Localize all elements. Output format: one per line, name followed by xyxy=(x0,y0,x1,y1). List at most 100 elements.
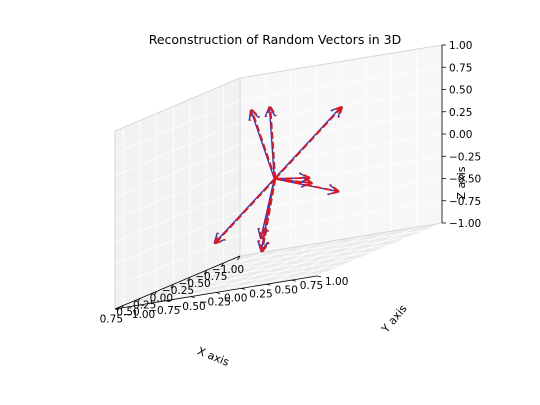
reconstructed-vector-arrow-head-right xyxy=(329,183,340,193)
grid-line-floor-y xyxy=(316,222,443,277)
reconstructed-vector-arrow-head-left xyxy=(258,227,263,240)
reconstructed-vector-arrow-head-left xyxy=(328,190,340,196)
original-vector-arrow-head-right xyxy=(248,109,252,121)
reconstructed-vector-arrow xyxy=(258,178,277,253)
grid-line-back-z xyxy=(239,111,443,146)
x-axis-line xyxy=(114,255,241,310)
original-vector-arrow-head-left xyxy=(257,240,262,253)
reconstructed-vector-arrow-head-left xyxy=(299,177,311,184)
grid-line-left-z xyxy=(114,99,241,154)
x-tick-mark xyxy=(137,298,141,303)
x-tick-label: −0.25 xyxy=(162,285,194,297)
grid-line-back-z xyxy=(239,89,443,123)
reconstructed-vector-arrow xyxy=(265,106,277,179)
reconstructed-vector-arrow-shaft xyxy=(250,109,277,180)
reconstructed-vector-arrow xyxy=(275,177,340,196)
grid-line-left-z xyxy=(114,188,241,243)
vector-arrows xyxy=(213,105,344,253)
y-tick-label: −1.00 xyxy=(123,309,155,321)
reconstructed-vector-arrow xyxy=(214,178,276,245)
z-tick-label: 1.00 xyxy=(449,40,472,52)
y-tick-label: 1.00 xyxy=(325,276,348,288)
pane-edge xyxy=(114,77,241,132)
y-tick-mark xyxy=(316,275,322,278)
reconstructed-vector-arrow-head-right xyxy=(302,176,314,184)
grid-line-left-z xyxy=(114,144,241,199)
y-tick-label: −0.50 xyxy=(174,301,206,313)
x-tick-mark xyxy=(187,276,191,282)
grid-line-floor-y xyxy=(266,230,392,285)
reconstructed-vector-arrow-shaft xyxy=(274,106,343,180)
reconstructed-vector-arrow-shaft xyxy=(261,178,277,253)
x-tick-label: 0.25 xyxy=(133,299,156,311)
x-tick-mark xyxy=(203,269,208,275)
reconstructed-vector-arrow-head-left xyxy=(214,232,220,244)
y-tick-mark xyxy=(241,287,246,290)
y-tick-label: 0.75 xyxy=(300,280,323,292)
reconstructed-vector-arrow xyxy=(249,109,277,180)
x-tick-mark xyxy=(120,305,124,310)
z-tick-label: −1.00 xyxy=(449,218,481,230)
reconstructed-vector-arrow-shaft xyxy=(214,178,276,245)
x-tick-label: 0.50 xyxy=(116,306,139,318)
y-tick-label: −0.25 xyxy=(199,297,231,309)
z-axis-label: Z axis xyxy=(455,166,468,199)
grid-line-floor-y xyxy=(291,226,417,281)
chart-title: Reconstruction of Random Vectors in 3D xyxy=(149,32,402,47)
grid-line-back-z xyxy=(239,66,443,101)
reconstructed-vector-arrow xyxy=(274,105,344,180)
reconstructed-vector-arrow-head-right xyxy=(265,106,272,118)
z-tick-label: 0.00 xyxy=(449,129,472,141)
x-tick-mark xyxy=(153,291,158,296)
reconstructed-vector-arrow-head-left xyxy=(258,240,264,253)
grid-line-left-z xyxy=(114,211,241,265)
y-tick-mark xyxy=(114,308,120,311)
z-tick-label: 0.50 xyxy=(449,85,472,97)
x-tick-mark xyxy=(237,255,241,261)
grid-line-floor-y xyxy=(241,235,367,289)
grid-line-left-z xyxy=(114,122,241,176)
z-tick-label: −0.25 xyxy=(449,151,481,163)
y-tick-mark xyxy=(291,279,296,282)
grid-line-floor-y xyxy=(165,247,291,302)
y-tick-mark xyxy=(215,292,221,294)
original-vector-arrow-shaft xyxy=(268,106,276,179)
reconstructed-vector-arrow-head-right xyxy=(299,172,311,179)
grid-line-floor-y xyxy=(215,239,342,293)
reconstructed-vector-arrow-shaft xyxy=(275,177,340,193)
x-tick-label: −0.75 xyxy=(195,271,227,283)
original-vector-arrow-head-left xyxy=(257,227,262,240)
x-tick-mark xyxy=(170,284,174,289)
original-vector-arrow-head-left xyxy=(213,232,218,244)
y-tick-mark xyxy=(266,283,271,286)
grid-line-back-z xyxy=(239,200,443,235)
grid-line-floor-y xyxy=(190,243,316,297)
pane-edge xyxy=(239,44,443,79)
x-tick-label: 0.75 xyxy=(100,313,123,325)
reconstructed-vector-arrow-head-left xyxy=(338,106,344,118)
z-tick-label: −0.75 xyxy=(449,196,481,208)
reconstructed-vector-arrow-shaft xyxy=(269,106,277,179)
y-tick-label: −0.75 xyxy=(148,305,180,317)
reconstructed-vector-arrow-head-left xyxy=(269,106,277,117)
z-tick-label: −0.50 xyxy=(449,174,481,186)
reconstructed-vector-arrow-head-left xyxy=(251,109,261,119)
reconstructed-vector-arrow-head-right xyxy=(249,109,253,121)
grid-line-left-z xyxy=(114,166,241,221)
original-vector-arrow-shaft xyxy=(250,109,275,179)
y-tick-label: 0.00 xyxy=(224,293,247,305)
grid-line-back-z xyxy=(239,178,443,212)
grid-line-floor-y xyxy=(140,251,266,306)
y-tick-mark xyxy=(140,304,145,307)
x-tick-label: −0.50 xyxy=(179,278,211,290)
x-tick-mark xyxy=(220,262,224,268)
reconstructed-vector-arrow-head-right xyxy=(214,238,226,245)
z-tick-label: 0.75 xyxy=(449,62,472,74)
y-tick-label: 0.50 xyxy=(275,284,298,296)
original-vector-arrow-head-right xyxy=(264,106,271,118)
pane-edge xyxy=(239,222,443,257)
reconstructed-vector-arrow-head-right xyxy=(261,242,270,253)
tick-labels: −1.00−0.75−0.50−0.250.000.250.500.75 −1.0… xyxy=(100,40,482,325)
y-tick-label: 0.25 xyxy=(249,288,272,300)
